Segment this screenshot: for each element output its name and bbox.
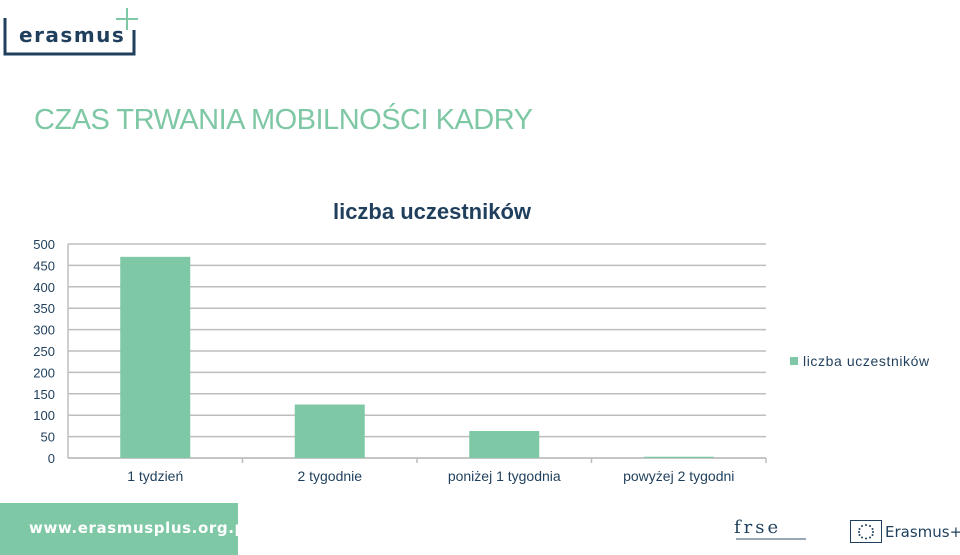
footer-url[interactable]: www.erasmusplus.org.pl: [29, 519, 252, 537]
bar: [120, 256, 191, 458]
eu-erasmus-label: Erasmus+: [885, 523, 960, 541]
frse-subline: [736, 538, 806, 540]
y-tick-label: 400: [33, 280, 55, 295]
frse-letters: frse: [734, 517, 782, 538]
y-tick-label: 300: [33, 323, 55, 338]
logo-text: erasmus: [19, 23, 126, 47]
slide-title: CZAS TRWANIA MOBILNOŚCI KADRY: [34, 104, 533, 136]
bar: [469, 431, 540, 458]
y-tick-label: 150: [33, 387, 55, 402]
x-tick-label: powyżej 2 tygodni: [623, 468, 734, 484]
y-tick-label: 100: [33, 408, 55, 423]
bar: [294, 404, 365, 458]
x-tick-label: 2 tygodnie: [297, 468, 362, 484]
y-tick-label: 250: [33, 344, 55, 359]
bar-chart: liczba uczestników 0 50 100 150 200 250 300 350 4…: [33, 199, 767, 484]
eu-flag-icon: [850, 520, 882, 543]
logo-frame: [3, 8, 138, 56]
legend-swatch: [790, 357, 798, 365]
y-tick-label: 500: [33, 237, 55, 252]
x-tick-label: poniżej 1 tygodnia: [448, 468, 561, 484]
y-tick-label: 50: [41, 430, 55, 445]
erasmus-logo: erasmus: [3, 6, 143, 56]
legend-label: liczba uczestników: [803, 353, 930, 369]
y-tick-label: 450: [33, 258, 55, 273]
frse-logo: frse: [734, 517, 806, 543]
chart-title: liczba uczestników: [333, 199, 532, 224]
y-tick-label: 200: [33, 365, 55, 380]
y-tick-label: 350: [33, 301, 55, 316]
footer-url-bar[interactable]: www.erasmusplus.org.pl: [0, 503, 251, 555]
y-tick-label: 0: [48, 451, 55, 466]
chart-legend: liczba uczestników: [790, 353, 930, 369]
x-tick-label: 1 tydzień: [127, 468, 183, 484]
bar: [643, 456, 714, 458]
